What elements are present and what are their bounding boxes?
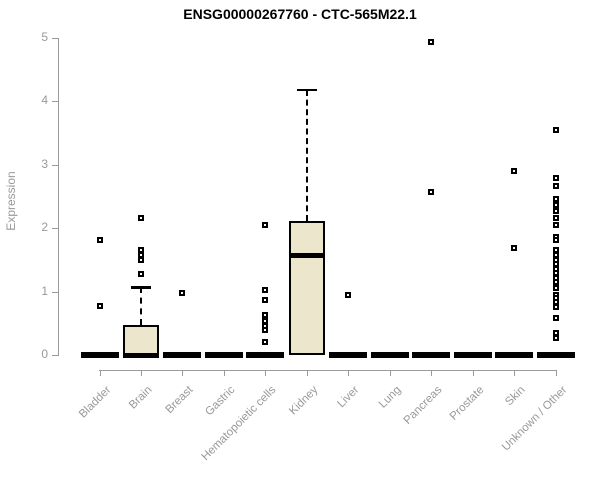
y-tick-label: 0: [41, 347, 48, 361]
whisker: [139, 287, 142, 325]
x-tick: [555, 370, 557, 376]
median-line: [288, 253, 325, 259]
outlier-point: [552, 174, 559, 181]
collapsed-box-bar: [536, 352, 575, 358]
outlier-point: [137, 271, 144, 278]
x-tick: [306, 370, 308, 376]
outlier-point: [179, 289, 186, 296]
y-tick: [52, 228, 58, 229]
x-axis-line: [98, 370, 557, 371]
outlier-point: [552, 208, 559, 215]
x-tick: [514, 370, 516, 376]
collapsed-box-bar: [453, 352, 492, 358]
outlier-point: [262, 326, 269, 333]
outlier-point: [552, 202, 559, 209]
median-line: [122, 352, 159, 358]
outlier-point: [552, 303, 559, 310]
x-tick: [389, 370, 391, 376]
y-tick-label: 2: [41, 220, 48, 234]
collapsed-box-bar: [370, 352, 409, 358]
x-tick: [99, 370, 101, 376]
outlier-point: [552, 247, 559, 254]
whisker: [305, 89, 308, 221]
x-tick: [140, 370, 142, 376]
outlier-point: [552, 221, 559, 228]
box: [122, 324, 159, 355]
outlier-point: [262, 338, 269, 345]
y-tick-label: 1: [41, 283, 48, 298]
outlier-point: [262, 311, 269, 318]
y-axis-label: Expression: [4, 171, 18, 231]
collapsed-box-bar: [412, 352, 451, 358]
y-tick-label: 5: [41, 29, 48, 44]
y-axis-line: [58, 37, 59, 356]
outlier-point: [428, 38, 435, 45]
x-tick: [348, 370, 350, 376]
y-tick-label: 4: [41, 93, 48, 107]
collapsed-box-bar: [495, 352, 534, 358]
outlier-point: [428, 189, 435, 196]
x-tick: [223, 370, 225, 376]
chart-title: ENSG00000267760 - CTC-565M22.1: [183, 6, 417, 22]
outlier-point: [552, 334, 559, 341]
outlier-point: [552, 196, 559, 203]
outlier-point: [137, 246, 144, 253]
outlier-point: [96, 303, 103, 310]
outlier-point: [262, 287, 269, 294]
collapsed-box-bar: [204, 352, 243, 358]
collapsed-box-bar: [163, 352, 202, 358]
x-tick: [265, 370, 267, 376]
outlier-point: [96, 237, 103, 244]
y-tick: [52, 37, 58, 39]
outlier-point: [552, 285, 559, 292]
y-tick: [52, 164, 58, 166]
collapsed-box-bar: [80, 352, 119, 358]
outlier-point: [511, 245, 518, 252]
outlier-point: [552, 214, 559, 221]
whisker-cap: [296, 88, 317, 92]
outlier-point: [552, 237, 559, 244]
outlier-point: [137, 256, 144, 263]
outlier-point: [137, 215, 144, 222]
outlier-point: [552, 126, 559, 133]
y-tick: [52, 291, 58, 293]
box: [288, 221, 325, 355]
outlier-point: [345, 292, 352, 299]
outlier-point: [552, 315, 559, 322]
y-tick-label: 3: [41, 156, 48, 171]
outlier-point: [552, 183, 559, 190]
x-tick: [431, 370, 433, 376]
outlier-point: [262, 297, 269, 304]
x-tick: [472, 370, 474, 376]
outlier-point: [262, 221, 269, 228]
collapsed-box-bar: [246, 352, 285, 358]
y-tick: [52, 101, 58, 102]
outlier-point: [511, 167, 518, 174]
collapsed-box-bar: [329, 352, 368, 358]
y-tick: [52, 355, 58, 356]
x-tick: [182, 370, 184, 376]
whisker-cap: [130, 286, 151, 289]
outlier-point: [552, 278, 559, 285]
